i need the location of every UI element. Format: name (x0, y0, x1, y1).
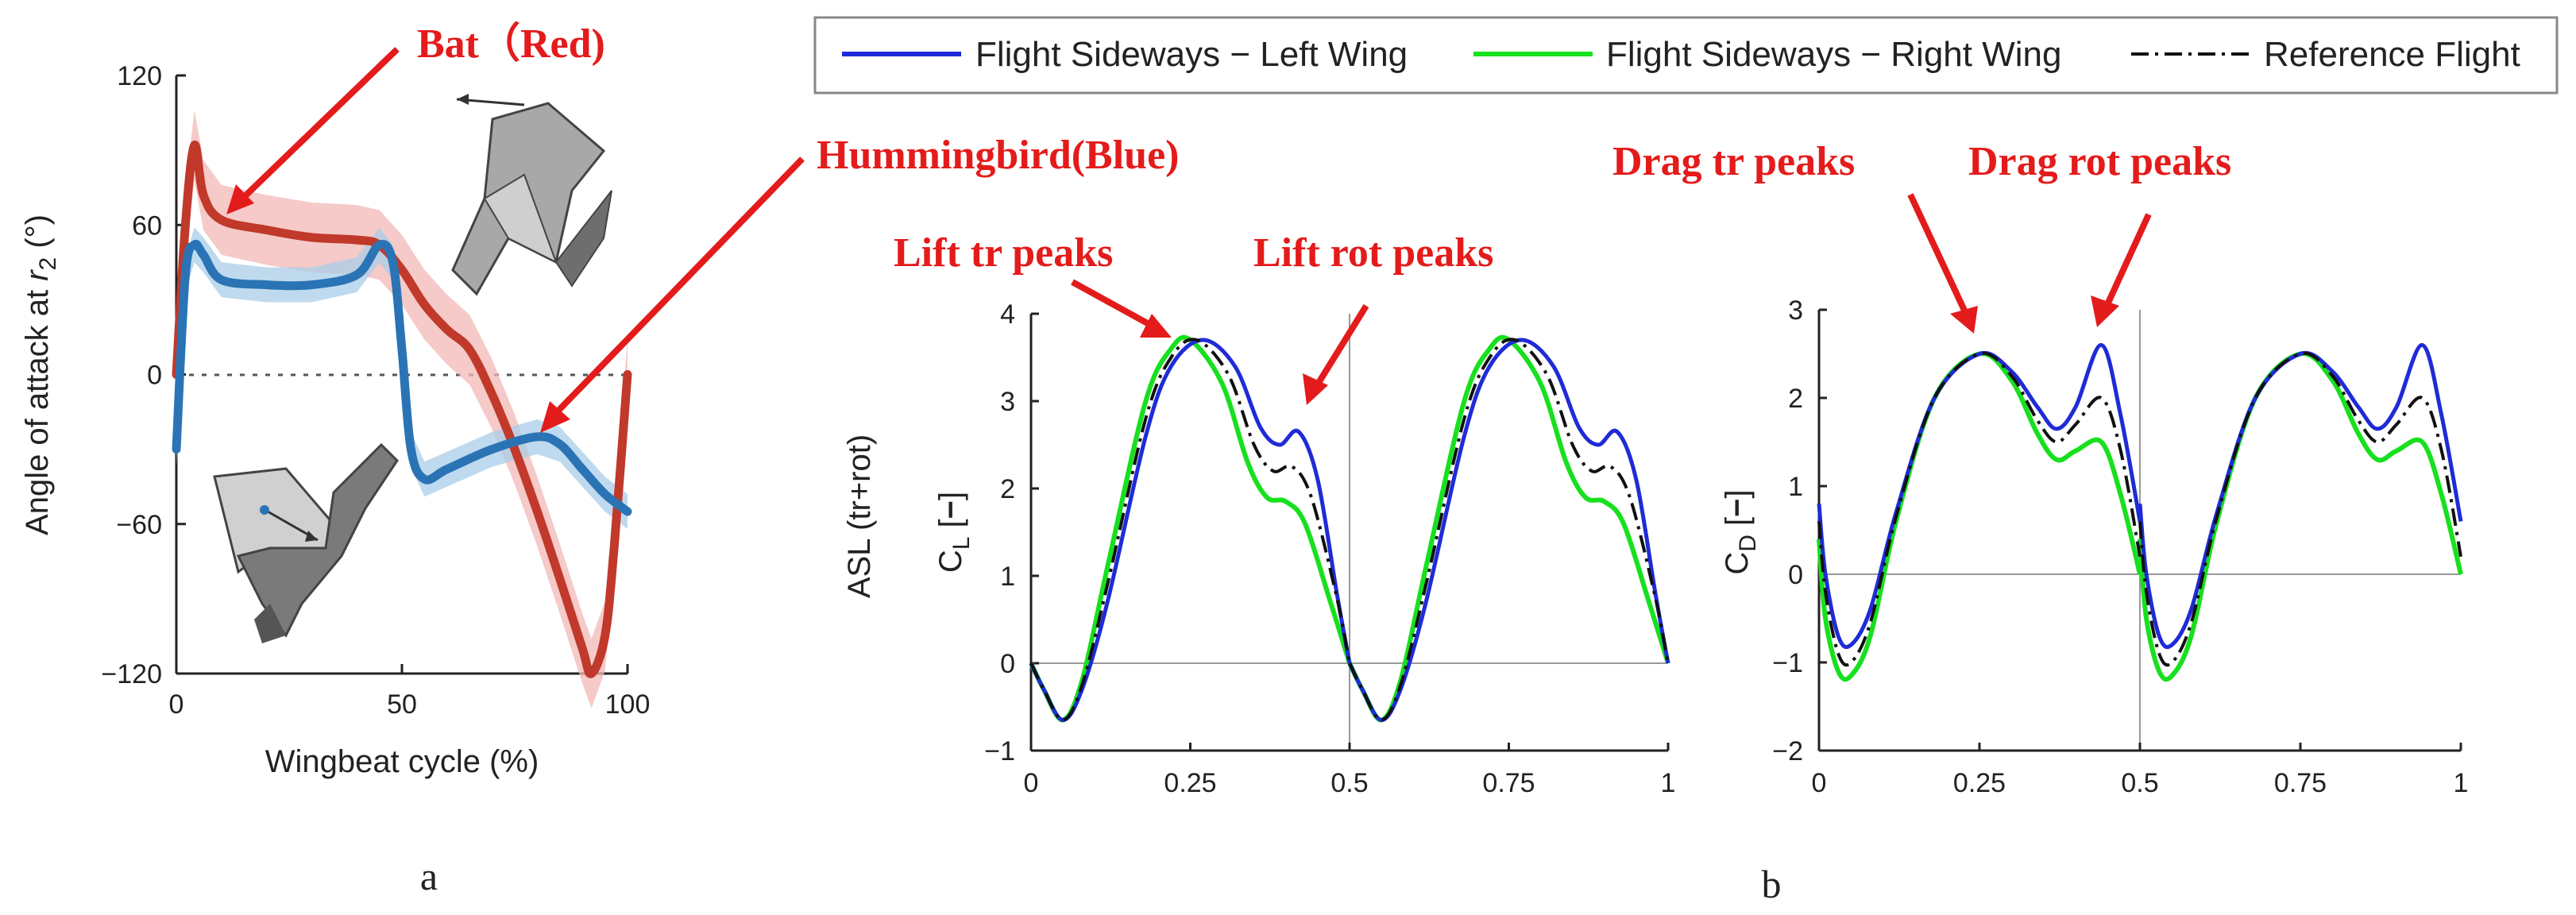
cd-y-axis-label: CD [−] (1720, 489, 1761, 574)
cd-line-left-wing (1817, 342, 2142, 650)
arrow-drag-rot (2102, 213, 2152, 311)
arrow-lift-tr-head (1140, 314, 1172, 338)
legend-label-reference: Reference Flight (2264, 35, 2520, 74)
arrow-hummingbird-head (540, 401, 570, 433)
cd-x-tick-label: 0.5 (2121, 768, 2158, 798)
cl-y-tick-label: 3 (1000, 387, 1015, 417)
a-x-tick-labels: 0 50 100 (169, 664, 651, 720)
bat-silhouette (451, 94, 612, 296)
cl-x-tick-label: 1 (1661, 768, 1676, 798)
cd-x-tick-label: 0.75 (2274, 768, 2327, 798)
annotation-lift-rot-peaks: Lift rot peaks (1253, 230, 1493, 276)
cd-line-reference (1817, 351, 2142, 667)
cl-x-tick-label: 0.25 (1164, 768, 1216, 798)
annotation-lift-tr-peaks: Lift tr peaks (894, 230, 1113, 276)
a-y-tick-label: −60 (116, 510, 162, 540)
cd-y-tick-label: 1 (1788, 472, 1803, 502)
arrow-lift-tr (1071, 279, 1153, 329)
annotation-drag-rot-peaks: Drag rot peaks (1968, 139, 2231, 184)
a-y-tick-labels: −120 −60 0 60 120 (101, 61, 186, 689)
cl-x-tick-label: 0 (1024, 768, 1039, 798)
cl-y-tick-label: −1 (984, 736, 1015, 766)
arrow-lift-rot-head (1303, 373, 1328, 405)
cl-y-tick-label: 1 (1000, 562, 1015, 592)
cl-y-tick-labels: −1 0 1 2 3 4 (984, 299, 1039, 766)
panel-label-a: a (420, 854, 438, 898)
a-x-tick-label: 50 (387, 689, 417, 720)
cl-y-axis-label: CL [−] (933, 492, 975, 573)
cl-line-reference (1348, 338, 1670, 722)
panel-b-drag-chart: −2 −1 0 1 2 3 0 0.25 0.5 0.75 1 CD [−] Drag tr pe… (1612, 139, 2468, 798)
arrow-drag-tr-head (1950, 306, 1978, 334)
arrow-bat (236, 47, 400, 205)
cd-y-tick-label: 2 (1788, 384, 1803, 414)
legend-label-right-wing: Flight Sideways − Right Wing (1606, 35, 2061, 74)
cd-y-tick-labels: −2 −1 0 1 2 3 (1772, 295, 1827, 766)
cl-y-tick-label: 2 (1000, 474, 1015, 504)
legend-label-left-wing: Flight Sideways − Left Wing (975, 35, 1408, 74)
a-y-tick-label: 0 (147, 361, 162, 391)
cl-series-lines (1029, 334, 1670, 723)
panel-label-b: b (1762, 862, 1782, 906)
arrow-lift-rot (1311, 303, 1369, 392)
cd-x-tick-label: 0 (1812, 768, 1827, 798)
a-band-bat (176, 110, 628, 708)
cd-y-tick-label: −1 (1772, 648, 1803, 678)
cl-x-tick-labels: 0 0.25 0.5 0.75 1 (1024, 743, 1676, 798)
arrow-drag-rot-head (2091, 295, 2119, 327)
arrow-hummingbird (554, 156, 805, 415)
annotation-bat-red: Bat（Red) (417, 21, 605, 67)
a-line-hummingbird (172, 239, 632, 516)
arrow-bat-head (226, 184, 254, 214)
a-line-bat (172, 141, 632, 678)
row-label-asl: ASL (tr+rot) (842, 434, 877, 598)
a-x-tick-label: 0 (169, 689, 184, 720)
cd-line-left-wing (2138, 342, 2463, 650)
legend-box: Flight Sideways − Left Wing Flight Sidew… (813, 16, 2559, 95)
a-y-tick-label: 60 (132, 210, 162, 241)
cd-x-tick-labels: 0 0.25 0.5 0.75 1 (1812, 743, 2469, 798)
a-y-tick-label: 120 (117, 61, 162, 91)
cl-line-left-wing (1029, 338, 1352, 722)
hummingbird-silhouette (213, 442, 399, 643)
cl-x-tick-label: 0.75 (1482, 768, 1535, 798)
cd-y-tick-label: 0 (1788, 560, 1803, 590)
a-y-axis-label: Angle of attack at r2 (°) (20, 214, 61, 535)
annotation-drag-tr-peaks: Drag tr peaks (1612, 139, 1855, 184)
a-x-axis-label: Wingbeat cycle (%) (265, 744, 539, 779)
cl-line-left-wing (1347, 338, 1670, 722)
cd-line-reference (2138, 351, 2462, 667)
cl-y-tick-label: 4 (1000, 299, 1015, 330)
cl-y-tick-label: 0 (1000, 649, 1015, 679)
cd-x-tick-label: 1 (2454, 768, 2469, 798)
cl-line-reference (1029, 338, 1351, 722)
annotation-hummingbird-blue: Hummingbird(Blue) (817, 133, 1180, 178)
cl-x-tick-label: 0.5 (1330, 768, 1368, 798)
panel-b-lift-chart: −1 0 1 2 3 4 0 0.25 0.5 0.75 1 CL [−] Lift tr pea… (894, 230, 1675, 798)
a-series-lines (172, 141, 632, 678)
cd-y-tick-label: 3 (1788, 295, 1803, 326)
cd-x-tick-label: 0.25 (1953, 768, 2006, 798)
cd-y-tick-label: −2 (1772, 736, 1803, 766)
a-x-tick-label: 100 (605, 689, 651, 720)
cd-series-lines (1817, 342, 2463, 682)
arrow-drag-tr (1907, 193, 1969, 315)
a-y-tick-label: −120 (101, 659, 162, 689)
